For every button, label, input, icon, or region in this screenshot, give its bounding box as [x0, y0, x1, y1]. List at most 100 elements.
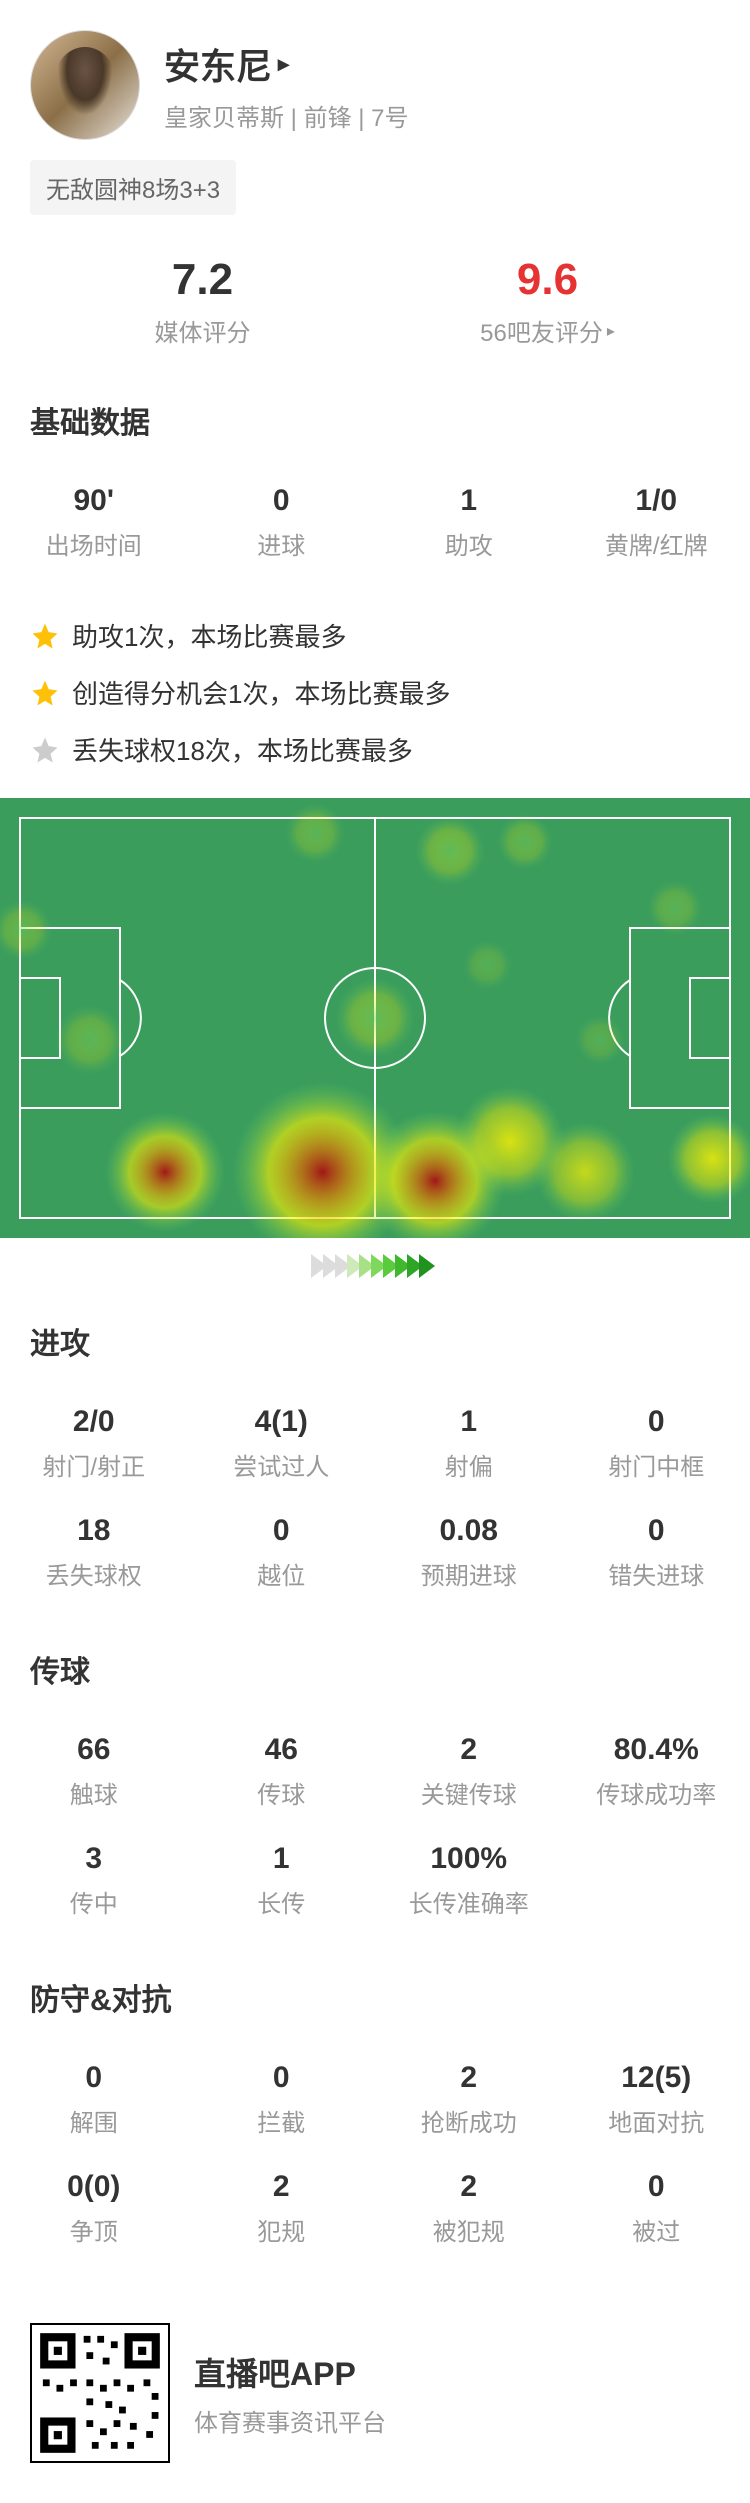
stat-value: 1: [196, 1842, 368, 1876]
stat-label: 尝试过人: [196, 1447, 368, 1482]
stat: 90' 出场时间: [0, 468, 188, 577]
stat-label: 进球: [196, 526, 368, 561]
stat: 2 关键传球: [375, 1717, 563, 1826]
stat-label: 错失进球: [571, 1556, 743, 1591]
stat-value: 2: [383, 2170, 555, 2204]
stat-value: 0: [196, 1514, 368, 1548]
footer: 直播吧APP 体育赛事资讯平台: [0, 2283, 750, 2503]
media-rating: 7.2 媒体评分: [30, 255, 375, 348]
stat-label: 预期进球: [383, 1556, 555, 1591]
stat-value: 0: [571, 1405, 743, 1439]
stat-value: 12(5): [571, 2061, 743, 2095]
stat: 0 被过: [563, 2154, 750, 2263]
stat-value: 2: [383, 2061, 555, 2095]
stat: 1 助攻: [375, 468, 563, 577]
stat: 1/0 黄牌/红牌: [563, 468, 750, 577]
stat-value: 90': [8, 484, 180, 518]
media-rating-label: 媒体评分: [155, 313, 251, 348]
highlights: 助攻1次，本场比赛最多 创造得分机会1次，本场比赛最多 丢失球权18次，本场比赛…: [0, 597, 750, 798]
stat-label: 地面对抗: [571, 2103, 743, 2138]
stat: 12(5) 地面对抗: [563, 2045, 750, 2154]
player-name-row[interactable]: 安东尼 ▸: [164, 38, 720, 90]
stat: 2 犯规: [188, 2154, 376, 2263]
stat-value: 0: [8, 2061, 180, 2095]
stat-value: 1: [383, 1405, 555, 1439]
stat: 3 传中: [0, 1826, 188, 1935]
fan-rating[interactable]: 9.6 56吧友评分▸: [375, 255, 720, 348]
stat-label: 犯规: [196, 2212, 368, 2247]
stat-label: 出场时间: [8, 526, 180, 561]
stat: 46 传球: [188, 1717, 376, 1826]
arrow-icon: [419, 1254, 435, 1278]
stat-label: 抢断成功: [383, 2103, 555, 2138]
stat-value: 0: [571, 2170, 743, 2204]
stat-label: 黄牌/红牌: [571, 526, 743, 561]
stat-label: 长传准确率: [383, 1884, 555, 1919]
stat-value: 1: [383, 484, 555, 518]
highlight-row: 丢失球权18次，本场比赛最多: [30, 721, 720, 778]
stat-label: 被犯规: [383, 2212, 555, 2247]
player-name: 安东尼: [164, 38, 272, 90]
fan-rating-value: 9.6: [375, 255, 720, 305]
stat-label: 射门/射正: [8, 1447, 180, 1482]
stat-label: 争顶: [8, 2212, 180, 2247]
section-title: 防守&对抗: [0, 1955, 750, 2035]
stat: 0 解围: [0, 2045, 188, 2154]
stat-value: 2: [383, 1733, 555, 1767]
footer-title: 直播吧APP: [194, 2349, 386, 2395]
media-rating-value: 7.2: [30, 255, 375, 305]
player-meta: 皇家贝蒂斯 | 前锋 | 7号: [164, 98, 720, 133]
highlight-row: 助攻1次，本场比赛最多: [30, 607, 720, 664]
stat-value: 46: [196, 1733, 368, 1767]
stat-value: 0.08: [383, 1514, 555, 1548]
stat-value: 100%: [383, 1842, 555, 1876]
stat: 18 丢失球权: [0, 1498, 188, 1607]
stat-label: 传球: [196, 1775, 368, 1810]
stat-value: 3: [8, 1842, 180, 1876]
basic-stats-grid: 90' 出场时间 0 进球 1 助攻 1/0 黄牌/红牌: [0, 458, 750, 597]
heatmap: [0, 798, 750, 1238]
stat-label: 射门中框: [571, 1447, 743, 1482]
star-icon: [30, 621, 60, 651]
stat-label: 被过: [571, 2212, 743, 2247]
section-title-basic: 基础数据: [0, 378, 750, 458]
stat-label: 越位: [196, 1556, 368, 1591]
stat-label: 拦截: [196, 2103, 368, 2138]
stat-grid: 2/0 射门/射正 4(1) 尝试过人 1 射偏 0 射门中框 18 丢失球权 …: [0, 1379, 750, 1627]
highlight-text: 创造得分机会1次，本场比赛最多: [72, 674, 450, 711]
stat: 80.4% 传球成功率: [563, 1717, 750, 1826]
ratings-row: 7.2 媒体评分 9.6 56吧友评分▸: [0, 235, 750, 378]
stat: 100% 长传准确率: [375, 1826, 563, 1935]
star-icon: [30, 678, 60, 708]
stat: 0 越位: [188, 1498, 376, 1607]
footer-text: 直播吧APP 体育赛事资讯平台: [194, 2349, 386, 2438]
stat-label: 丢失球权: [8, 1556, 180, 1591]
highlight-row: 创造得分机会1次，本场比赛最多: [30, 664, 720, 721]
section-title: 传球: [0, 1627, 750, 1707]
stat: 66 触球: [0, 1717, 188, 1826]
avatar[interactable]: [30, 30, 140, 140]
footer-subtitle: 体育赛事资讯平台: [194, 2403, 386, 2438]
stat-value: 4(1): [196, 1405, 368, 1439]
stat-grid: 0 解围 0 拦截 2 抢断成功 12(5) 地面对抗 0(0) 争顶 2 犯规…: [0, 2035, 750, 2283]
stat-label: 解围: [8, 2103, 180, 2138]
stat-label: 助攻: [383, 526, 555, 561]
stat: 0.08 预期进球: [375, 1498, 563, 1607]
stat-label: 触球: [8, 1775, 180, 1810]
qr-code[interactable]: [30, 2323, 170, 2463]
stat: 0 射门中框: [563, 1389, 750, 1498]
stat-value: 18: [8, 1514, 180, 1548]
stat-value: 80.4%: [571, 1733, 743, 1767]
stat-value: 0: [571, 1514, 743, 1548]
stat: 0 错失进球: [563, 1498, 750, 1607]
stat-label: 射偏: [383, 1447, 555, 1482]
stat: 0 拦截: [188, 2045, 376, 2154]
stat-value: 2/0: [8, 1405, 180, 1439]
player-header: 安东尼 ▸ 皇家贝蒂斯 | 前锋 | 7号: [0, 0, 750, 160]
stat-value: 0(0): [8, 2170, 180, 2204]
stat: 1 长传: [188, 1826, 376, 1935]
stat: 1 射偏: [375, 1389, 563, 1498]
stat-value: 0: [196, 2061, 368, 2095]
stat: 0(0) 争顶: [0, 2154, 188, 2263]
stat: 2 抢断成功: [375, 2045, 563, 2154]
